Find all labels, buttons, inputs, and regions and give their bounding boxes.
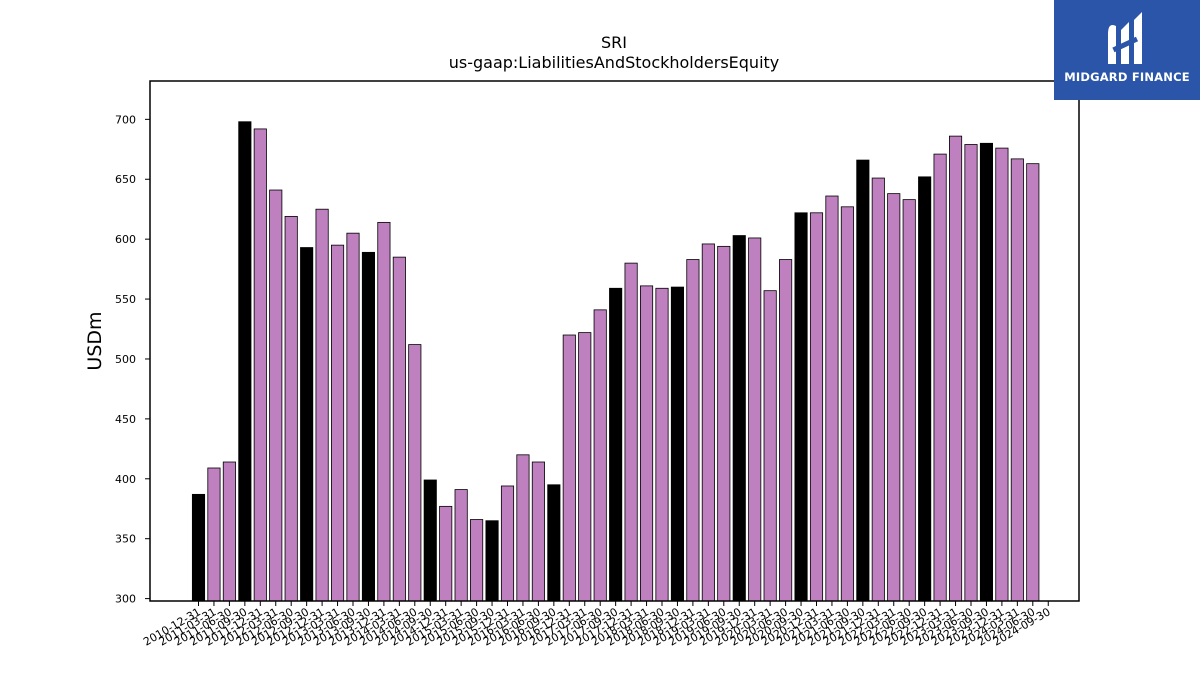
y-tick-label: 550 <box>115 293 136 306</box>
bar <box>763 290 777 602</box>
bar <box>701 243 715 602</box>
x-axis: 2010-12-312011-03-312011-06-302011-09-30… <box>141 601 1053 649</box>
bar <box>222 461 236 602</box>
bar <box>732 235 746 602</box>
bar <box>547 484 561 602</box>
bar <box>779 259 793 602</box>
bar <box>670 286 684 602</box>
bar <box>207 467 221 602</box>
bar <box>238 121 252 602</box>
bar <box>361 251 375 602</box>
bar <box>979 142 993 602</box>
bar <box>470 519 484 602</box>
bar <box>949 135 963 602</box>
bar <box>330 244 345 602</box>
bar <box>346 232 360 602</box>
bar <box>454 489 468 602</box>
y-tick-label: 600 <box>115 233 136 246</box>
bar <box>871 177 885 602</box>
y-axis-label: USDm <box>84 311 106 370</box>
bar <box>191 493 206 602</box>
bar <box>840 206 854 602</box>
y-tick-label: 300 <box>115 593 136 606</box>
midgard-logo-icon <box>1108 12 1142 64</box>
bar <box>640 285 654 602</box>
bar <box>794 212 808 602</box>
chart-subtitle: us-gaap:LiabilitiesAndStockholdersEquity <box>449 53 780 72</box>
bar <box>902 199 916 602</box>
bar <box>717 245 731 602</box>
bar <box>377 221 391 602</box>
bar <box>686 259 700 602</box>
y-axis: 300 350 400 450 500 550 600 650 700 <box>115 113 150 606</box>
y-tick-label: 500 <box>115 353 136 366</box>
bar <box>809 212 824 602</box>
bar <box>423 479 437 602</box>
bar <box>516 454 530 602</box>
bar <box>748 237 762 602</box>
bar <box>1026 163 1040 602</box>
bar <box>439 505 453 602</box>
y-tick-label: 700 <box>115 113 136 126</box>
bar <box>485 520 499 602</box>
y-tick-label: 400 <box>115 473 136 486</box>
bar <box>392 256 406 602</box>
bar <box>408 344 422 602</box>
bar <box>562 334 576 602</box>
bar-series <box>191 121 1040 602</box>
bar <box>624 262 638 602</box>
bar <box>531 461 545 602</box>
logo-text: MIDGARD FINANCE <box>1064 70 1190 84</box>
bar <box>933 153 947 602</box>
bar <box>1010 158 1024 602</box>
y-tick-label: 450 <box>115 413 136 426</box>
bar <box>300 247 314 602</box>
y-tick-label: 650 <box>115 173 136 186</box>
bar <box>593 309 607 602</box>
bar <box>856 159 870 602</box>
bar <box>500 485 515 602</box>
bar <box>995 147 1009 602</box>
bar <box>825 195 839 602</box>
chart-title: SRI <box>601 33 627 52</box>
plot-frame <box>149 80 1080 602</box>
bar <box>578 332 592 602</box>
bar <box>655 287 669 602</box>
bar <box>918 176 932 602</box>
bar <box>284 215 298 602</box>
bar <box>964 144 978 602</box>
bar <box>609 287 623 602</box>
bar <box>887 193 901 602</box>
bar <box>315 208 329 602</box>
bar <box>269 189 283 602</box>
midgard-finance-logo: MIDGARD FINANCE <box>1054 0 1200 100</box>
y-tick-label: 350 <box>115 533 136 546</box>
bar <box>253 128 267 602</box>
